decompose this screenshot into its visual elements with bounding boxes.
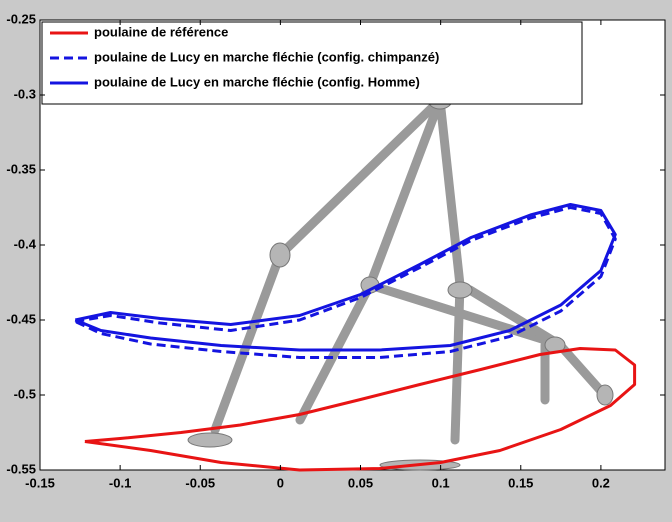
x-tick-label: 0 <box>277 475 284 490</box>
y-tick-label: -0.3 <box>14 86 36 101</box>
legend-box <box>41 21 583 105</box>
x-tick-label: 0.2 <box>592 475 610 490</box>
legend-label: poulaine de référence <box>94 24 228 39</box>
series-line <box>84 347 637 472</box>
x-tick-label: -0.1 <box>109 475 131 490</box>
y-tick-label: -0.45 <box>6 311 36 326</box>
y-tick-label: -0.35 <box>6 161 36 176</box>
series-line <box>74 206 617 359</box>
series-line <box>74 203 617 352</box>
y-tick-label: -0.55 <box>6 461 36 476</box>
x-tick-label: 0.05 <box>348 475 373 490</box>
x-tick-label: 0.15 <box>508 475 533 490</box>
x-tick-label: -0.05 <box>185 475 215 490</box>
y-tick-label: -0.4 <box>14 236 37 251</box>
x-tick-label: 0.1 <box>432 475 450 490</box>
legend-label: poulaine de Lucy en marche fléchie (conf… <box>94 49 439 64</box>
legend-label: poulaine de Lucy en marche fléchie (conf… <box>94 74 420 89</box>
y-tick-label: -0.25 <box>6 11 36 26</box>
x-tick-label: -0.15 <box>25 475 55 490</box>
y-tick-label: -0.5 <box>14 386 36 401</box>
